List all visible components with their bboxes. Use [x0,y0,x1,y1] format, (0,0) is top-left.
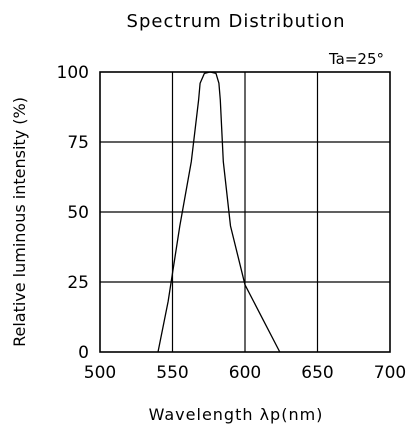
y-tick-label: 25 [67,273,89,293]
y-tick-label: 100 [57,63,89,83]
plot-frame [99,71,391,353]
x-tick-label: 500 [84,363,116,383]
grid [100,72,390,352]
x-tick-label: 600 [229,363,261,383]
spectrum-curve [157,71,281,353]
y-tick-label: 50 [67,203,89,223]
tick-labels: 500 550 600 650 700 0 25 50 75 100 [57,63,407,383]
x-tick-label: 650 [301,363,333,383]
chart-annotation: Ta=25° [328,50,384,68]
x-tick-label: 700 [374,363,406,383]
chart-title: Spectrum Distribution [127,11,346,32]
x-tick-label: 550 [156,363,188,383]
x-axis-label: Wavelength λp(nm) [149,405,324,424]
y-axis-label: Relative luminous intensity (%) [10,97,29,347]
y-tick-label: 0 [78,343,89,363]
y-tick-label: 75 [67,133,89,153]
